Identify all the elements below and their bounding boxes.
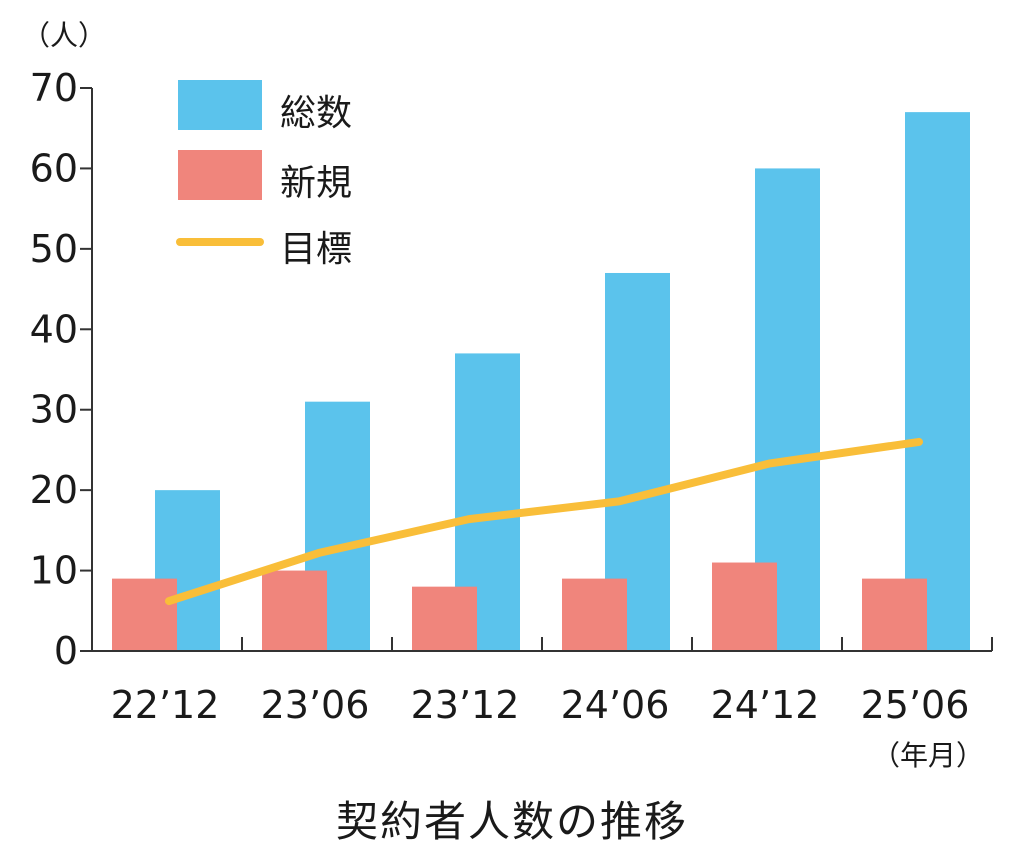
bar-new — [262, 570, 327, 651]
legend-swatch-new — [178, 150, 262, 200]
y-axis-unit: （人） — [22, 19, 107, 52]
legend-item-target: 目標 — [172, 216, 392, 270]
legend-label-new: 新規 — [280, 163, 353, 204]
x-tick-label: 23’06 — [261, 683, 370, 727]
x-axis-unit: （年月） — [872, 739, 985, 772]
y-tick-label: 50 — [30, 227, 78, 271]
x-tick-label: 23’12 — [411, 683, 520, 727]
y-tick-label: 20 — [30, 468, 78, 512]
x-tick-label: 24’06 — [561, 683, 670, 727]
x-tick-label: 22’12 — [111, 683, 220, 727]
bar-new — [862, 578, 927, 651]
bar-total — [905, 112, 970, 652]
y-tick-label: 30 — [30, 388, 78, 432]
y-tick-label: 60 — [30, 146, 78, 190]
legend-label-target: 目標 — [280, 229, 353, 270]
legend-label-total: 総数 — [280, 93, 353, 134]
x-tick-label: 24’12 — [711, 683, 820, 727]
legend-line-target — [176, 238, 264, 246]
bar-new — [562, 578, 627, 651]
y-tick-label: 40 — [30, 307, 78, 351]
y-tick-label: 10 — [30, 549, 78, 593]
legend-item-total: 総数 — [172, 80, 392, 134]
x-tick-label: 25’06 — [861, 683, 970, 727]
bar-new — [112, 578, 177, 651]
y-tick-label: 70 — [30, 66, 78, 110]
bar-new — [412, 586, 477, 651]
legend-swatch-total — [178, 80, 262, 130]
y-tick-label: 0 — [54, 629, 78, 673]
legend-item-new: 新規 — [172, 150, 392, 204]
chart-title: 契約者人数の推移 — [335, 797, 688, 846]
bar-new — [712, 562, 777, 651]
target-line — [165, 437, 923, 606]
